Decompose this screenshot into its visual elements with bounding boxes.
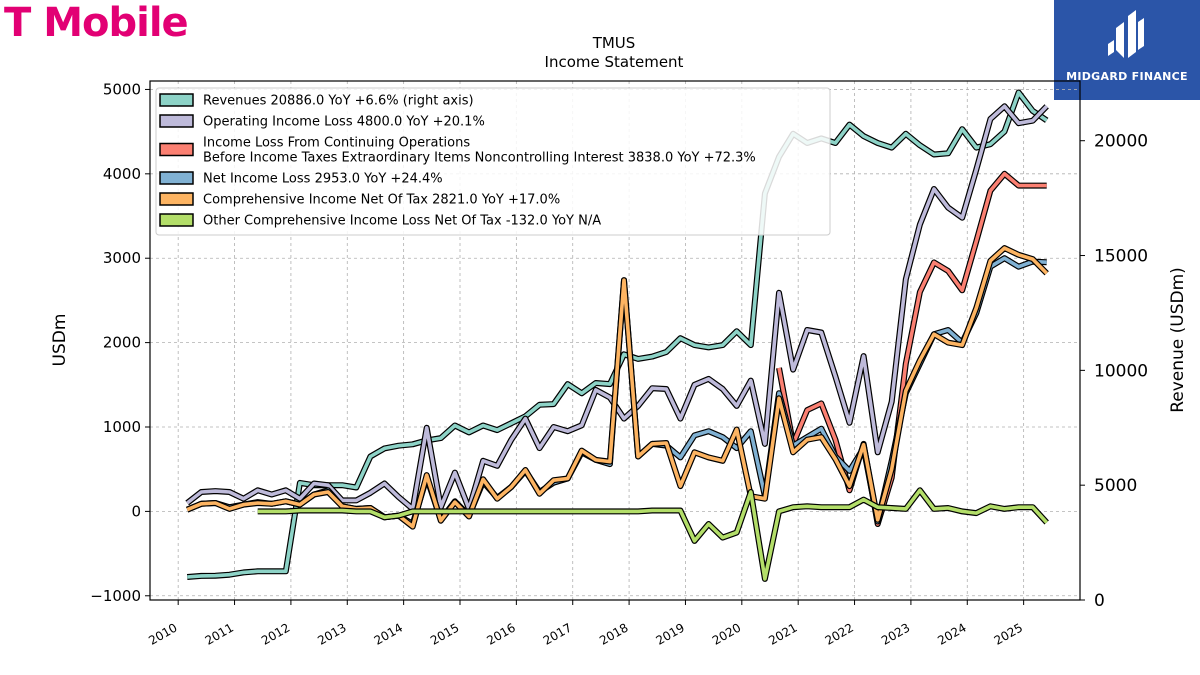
y-tick-label-left: 0 (131, 502, 141, 520)
x-tick-label: 2015 (428, 620, 461, 647)
y-tick-label-left: 3000 (103, 249, 141, 267)
legend-swatch (159, 93, 194, 107)
x-tick-label: 2018 (597, 620, 630, 647)
legend-swatch (159, 213, 194, 227)
x-tick-label: 2012 (259, 620, 292, 647)
x-tick-label: 2013 (315, 620, 348, 647)
x-tick-label: 2025 (992, 620, 1025, 647)
chart-subtitle: Income Statement (545, 53, 684, 71)
legend-swatch (159, 114, 194, 128)
x-tick-label: 2021 (766, 620, 799, 647)
legend-box (155, 87, 831, 236)
legend-swatch (159, 142, 194, 157)
y-tick-label-right: 20000 (1094, 132, 1148, 152)
y-tick-label-right: 15000 (1094, 247, 1148, 267)
legend-label: Revenues 20886.0 YoY +6.6% (right axis) (203, 94, 474, 109)
y-tick-label-left: 4000 (103, 165, 141, 183)
x-tick-label: 2014 (372, 620, 405, 647)
y-tick-label-right: 5000 (1094, 476, 1137, 496)
x-tick-label: 2011 (203, 620, 236, 647)
x-tick-label: 2020 (710, 620, 743, 647)
t-mobile-logo-text: T Mobile (4, 0, 189, 46)
legend-label: Before Income Taxes Extraordinary Items … (203, 151, 756, 166)
series-lines (185, 89, 1049, 582)
y-tick-label-left: 1000 (103, 418, 141, 436)
legend-label: Operating Income Loss 4800.0 YoY +20.1% (203, 115, 485, 130)
y-tick-label-right: 10000 (1094, 361, 1148, 381)
y-tick-label-left: −1000 (90, 587, 141, 605)
series-line-other-comprehensive-income-loss-net-of-t (257, 488, 1049, 581)
x-tick-label: 2010 (146, 620, 179, 647)
legend-swatch (159, 192, 194, 206)
y-tick-label-left: 5000 (103, 80, 141, 98)
x-tick-label: 2016 (484, 620, 517, 647)
midgard-finance-name: MIDGARD FINANCE (1066, 70, 1188, 83)
x-tick-label: 2017 (541, 620, 574, 647)
legend-label: Income Loss From Continuing Operations (203, 136, 470, 151)
legend-label: Net Income Loss 2953.0 YoY +24.4% (203, 172, 443, 187)
x-tick-label: 2019 (654, 620, 687, 647)
y-tick-label-right: 0 (1094, 591, 1105, 611)
legend-label: Comprehensive Income Net Of Tax 2821.0 Y… (203, 193, 560, 208)
y-axis-label-right: Revenue (USDm) (1168, 267, 1188, 413)
chart-title: TMUS (592, 34, 636, 52)
legend-swatch (159, 171, 194, 185)
y-tick-label-left: 2000 (103, 334, 141, 352)
midgard-finance-emblem-icon (1108, 10, 1144, 58)
series-line-comprehensive-income-net-of-tax (186, 246, 1048, 529)
t-mobile-logo: T Mobile (4, 0, 189, 46)
x-tick-label: 2022 (823, 620, 856, 647)
x-tick-label: 2024 (935, 620, 968, 647)
plot-frame (149, 80, 1081, 601)
legend-label: Other Comprehensive Income Loss Net Of T… (203, 214, 601, 229)
series-line-income-loss-from-continuing-operations-b (777, 172, 1047, 526)
midgard-finance-logo: MIDGARD FINANCE (1054, 0, 1200, 100)
legend: Revenues 20886.0 YoY +6.6% (right axis) O… (155, 87, 831, 236)
x-tick-label: 2023 (879, 620, 912, 647)
y-axis-label-left: USDm (50, 314, 70, 367)
